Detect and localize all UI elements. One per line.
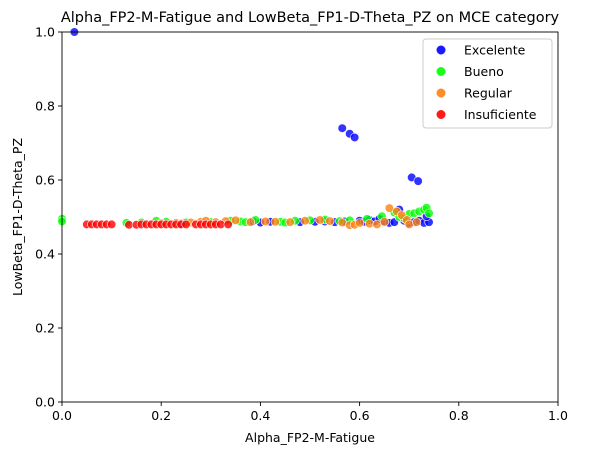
y-tick-label-2: 0.4 [35,247,55,262]
chart-title: Alpha_FP2-M-Fatigue and LowBeta_FP1-D-Th… [61,10,560,26]
legend-marker-bueno [435,66,447,77]
y-tick-label-4: 0.8 [35,99,55,114]
points-layer [57,27,434,230]
scatter-point-regular-21 [379,217,390,227]
scatter-point-regular-8 [245,217,256,227]
legend-marker-regular [435,87,447,99]
scatter-point-excelente-5 [413,176,423,186]
scatter-point-bueno-29 [424,208,434,218]
scatter-point-insuficiente-17 [181,219,191,229]
legend: Excelente Bueno Regular Insuficiente [422,38,553,129]
legend-label-excelente: Excelente [464,43,526,58]
scatter-point-insuficiente-24 [223,219,233,229]
scatter-point-excelente-1 [337,123,347,133]
y-tick-label-3: 0.6 [35,173,55,188]
scatter-point-regular-27 [412,217,422,227]
x-tick-label-3: 0.6 [350,408,370,423]
scatter-point-regular-10 [270,217,280,227]
legend-marker-insuficiente [435,109,447,120]
scatter-point-insuficiente-5 [106,219,117,229]
scatter-point-excelente-3 [350,132,360,143]
y-tick-label-1: 0.2 [35,321,55,336]
legend-box [422,38,553,129]
scatter-point-regular-14 [325,216,335,226]
y-tick-label-5: 1.0 [35,25,55,40]
scatter-point-regular-18 [355,218,365,228]
y-axis-ticks: 0.0 0.2 0.4 0.6 0.8 1.0 [35,25,62,410]
x-tick-label-1: 0.2 [151,408,171,423]
x-tick-label-5: 1.0 [548,408,568,423]
y-tick-label-0: 0.0 [35,395,55,410]
legend-label-bueno: Bueno [464,64,504,79]
x-axis-ticks: 0.0 0.2 0.4 0.6 0.8 1.0 [52,402,568,423]
legend-marker-excelente [435,44,447,56]
scatter-point-regular-13 [315,215,325,225]
legend-label-insuficiente: Insuficiente [464,107,537,122]
x-axis-label: Alpha_FP2-M-Fatigue [245,430,375,445]
x-tick-label-4: 0.8 [449,408,469,423]
scatter-point-regular-7 [231,215,241,225]
plot-area-frame [61,31,559,403]
x-tick-label-0: 0.0 [52,408,72,423]
scatter-point-regular-12 [300,216,310,226]
y-axis-label: LowBeta_FP1-D-Theta_PZ [10,138,25,296]
legend-label-regular: Regular [464,86,513,101]
scatter-point-regular-11 [285,217,295,227]
x-tick-label-2: 0.4 [250,408,270,423]
scatter-point-regular-9 [260,216,270,227]
